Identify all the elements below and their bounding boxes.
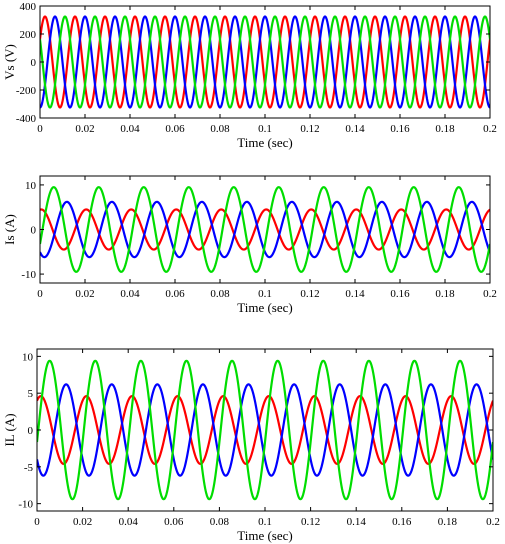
x-tick-label: 0 (37, 288, 43, 300)
series-line-phase-c (40, 15, 490, 109)
y-tick-label: 5 (28, 388, 34, 400)
chart-panel-is: 0 0.02 0.04 0.06 0.08 0.1 0.12 0.14 0.16 0.18 0.2 -… (2, 175, 497, 315)
y-tick-label: 200 (20, 29, 37, 41)
y-tick-label: -10 (21, 269, 36, 281)
x-tick-label: 0.06 (165, 288, 185, 300)
x-tick-label: 0.08 (210, 123, 230, 135)
x-tick-label: 0.12 (301, 516, 320, 528)
x-tick-label: 0.16 (390, 288, 410, 300)
chart-panel-il: 0 0.02 0.04 0.06 0.08 0.1 0.12 0.14 0.16 0.18 0.2 -… (2, 348, 500, 543)
x-tick-label: 0.18 (435, 123, 455, 135)
x-tick-label: 0.02 (73, 516, 92, 528)
x-tick-label: 0.06 (165, 123, 185, 135)
x-tick-label: 0.18 (435, 288, 455, 300)
series-line-phase-c (40, 186, 490, 273)
axes-frame (36, 348, 494, 512)
x-tick-label: 0.12 (300, 288, 319, 300)
x-tick-label: 0.08 (210, 516, 230, 528)
x-tick-label: 0.2 (486, 516, 500, 528)
x-tick-label: 0.06 (164, 516, 184, 528)
y-axis-label-il: IL (A) (2, 413, 17, 446)
series-line-phase-c (37, 359, 493, 501)
y-tick-label: 0 (28, 425, 34, 437)
series-line-phase-b (40, 200, 490, 259)
x-tick-label: 0.02 (75, 123, 94, 135)
y-axis-label-is: Is (A) (2, 214, 17, 245)
series-line-phase-b (37, 383, 493, 477)
x-tick-label: 0.18 (438, 516, 458, 528)
x-tick-label: 0.14 (347, 516, 367, 528)
x-tick-label: 0.2 (483, 123, 497, 135)
series-line-phase-a (37, 395, 493, 465)
chart-panel-vs: 0 0.02 0.04 0.06 0.08 0.1 0.12 0.14 0.16 0.18 0.2 -… (2, 1, 497, 150)
plot-area-il: 0 0.02 0.04 0.06 0.08 0.1 0.12 0.14 0.16 0.18 0.2 -… (18, 348, 500, 528)
series-line-phase-b (40, 15, 490, 109)
y-tick-label: 10 (22, 351, 34, 363)
y-tick-label: -10 (18, 499, 33, 511)
x-tick-label: 0.16 (392, 516, 412, 528)
x-tick-label: 0.1 (258, 516, 272, 528)
y-tick-label: -400 (16, 113, 37, 125)
x-tick-label: 0 (37, 123, 43, 135)
x-tick-label: 0.04 (119, 516, 139, 528)
x-tick-label: 0.04 (120, 288, 140, 300)
y-tick-label: 0 (31, 225, 37, 237)
x-tick-label: 0.04 (120, 123, 140, 135)
x-tick-label: 0.16 (390, 123, 410, 135)
x-tick-label: 0.2 (483, 288, 497, 300)
x-tick-label: 0.1 (258, 288, 272, 300)
x-axis-label-vs: Time (sec) (237, 135, 293, 150)
x-tick-label: 0 (34, 516, 40, 528)
y-tick-label: -5 (24, 462, 34, 474)
x-tick-label: 0.12 (300, 123, 319, 135)
x-tick-label: 0.14 (345, 288, 365, 300)
x-tick-label: 0.14 (345, 123, 365, 135)
x-tick-label: 0.1 (258, 123, 272, 135)
x-tick-label: 0.08 (210, 288, 230, 300)
x-axis-label-il: Time (sec) (237, 528, 293, 543)
axes-frame (39, 175, 491, 284)
x-axis-label-is: Time (sec) (237, 300, 293, 315)
y-tick-label: 0 (31, 57, 37, 69)
series-line-phase-a (40, 208, 490, 251)
y-tick-label: -200 (16, 85, 37, 97)
y-axis-label-vs: Vs (V) (2, 44, 17, 80)
plot-area-vs: 0 0.02 0.04 0.06 0.08 0.1 0.12 0.14 0.16 0.18 0.2 -… (16, 1, 497, 135)
x-tick-label: 0.02 (75, 288, 94, 300)
y-tick-label: 400 (20, 1, 37, 13)
y-tick-label: 10 (25, 180, 37, 192)
plot-area-is: 0 0.02 0.04 0.06 0.08 0.1 0.12 0.14 0.16 0.18 0.2 -… (21, 175, 497, 300)
